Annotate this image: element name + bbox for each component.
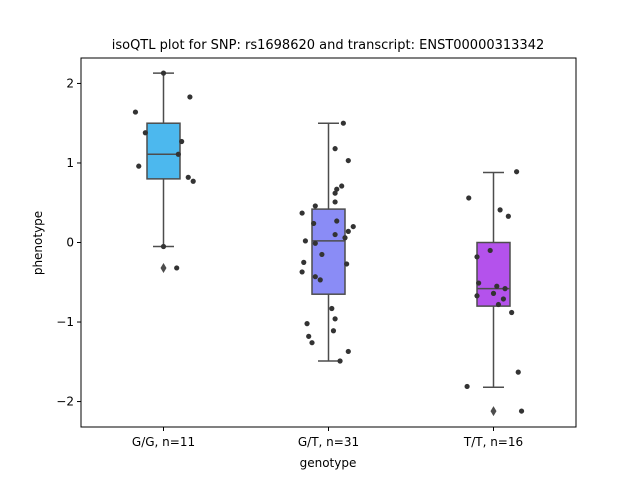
- data-point: [312, 240, 318, 246]
- data-point: [179, 138, 185, 145]
- data-point: [332, 231, 338, 238]
- y-tick-label: −1: [56, 315, 74, 329]
- chart-title: isoQTL plot for SNP: rs1698620 and trans…: [112, 38, 545, 53]
- box-1: [311, 122, 346, 362]
- data-point: [334, 218, 340, 224]
- data-point: [509, 309, 515, 316]
- data-point: [474, 254, 480, 260]
- x-axis: G/G, n=11 G/T, n=31 T/T, n=16: [132, 427, 523, 449]
- data-point: [332, 146, 338, 152]
- data-point: [309, 340, 315, 346]
- data-point: [187, 94, 193, 100]
- data-point: [505, 213, 511, 219]
- points-0: [132, 70, 196, 271]
- data-point: [332, 190, 338, 196]
- data-point: [317, 277, 323, 283]
- y-tick-label: 1: [66, 156, 74, 170]
- data-point: [160, 243, 167, 250]
- data-point: [502, 286, 508, 292]
- data-point: [329, 305, 335, 312]
- data-point: [334, 186, 340, 192]
- data-point: [515, 369, 521, 375]
- x-axis-label: genotype: [300, 456, 357, 470]
- data-point: [339, 183, 345, 189]
- y-tick-label: 0: [66, 236, 74, 250]
- data-point: [476, 280, 482, 286]
- data-point: [302, 238, 308, 244]
- data-point: [319, 251, 325, 258]
- data-point: [350, 223, 356, 230]
- data-point: [142, 130, 148, 136]
- data-point: [490, 290, 497, 296]
- data-point: [495, 301, 502, 308]
- x-tick-label: G/T, n=31: [298, 435, 359, 449]
- points-2: [464, 169, 525, 414]
- data-point: [344, 261, 350, 267]
- data-point: [311, 220, 317, 227]
- data-point: [301, 259, 307, 265]
- data-point: [299, 210, 305, 216]
- data-point: [514, 169, 520, 175]
- data-point: [132, 109, 139, 115]
- box-body: [311, 208, 346, 295]
- y-axis-label: phenotype: [31, 211, 45, 275]
- data-point: [174, 265, 180, 271]
- data-point: [304, 321, 310, 327]
- data-point: [175, 151, 181, 157]
- points-1: [299, 120, 356, 364]
- data-point: [345, 228, 351, 234]
- data-point: [136, 163, 142, 169]
- data-point: [345, 348, 351, 355]
- box-body: [146, 122, 181, 180]
- data-point: [340, 120, 346, 126]
- x-tick-label: G/G, n=11: [132, 435, 195, 449]
- outlier-marker: [490, 406, 497, 417]
- data-point: [345, 157, 351, 164]
- data-point: [312, 203, 318, 209]
- data-point: [474, 293, 480, 299]
- x-tick-label: T/T, n=16: [463, 435, 523, 449]
- data-point: [494, 283, 500, 289]
- y-axis: −2 −1 0 1 2: [56, 76, 81, 409]
- data-point: [306, 333, 312, 339]
- data-point: [466, 195, 472, 201]
- y-tick-label: −2: [56, 395, 74, 409]
- data-point: [487, 247, 493, 254]
- data-point: [160, 70, 167, 76]
- data-point: [337, 358, 343, 364]
- data-point: [185, 174, 191, 180]
- data-point: [330, 328, 337, 334]
- data-point: [332, 316, 338, 322]
- data-point: [342, 235, 348, 241]
- data-point: [312, 274, 318, 280]
- y-tick-label: 2: [66, 76, 74, 90]
- box-0: [146, 72, 181, 273]
- box-body: [476, 241, 511, 307]
- data-point: [332, 199, 338, 205]
- data-point: [500, 296, 506, 302]
- data-point: [299, 269, 305, 275]
- data-point: [190, 178, 196, 184]
- data-point: [518, 408, 525, 414]
- plot-area: [132, 70, 525, 417]
- data-point: [497, 207, 503, 213]
- data-point: [464, 383, 470, 390]
- outlier-marker: [160, 262, 167, 273]
